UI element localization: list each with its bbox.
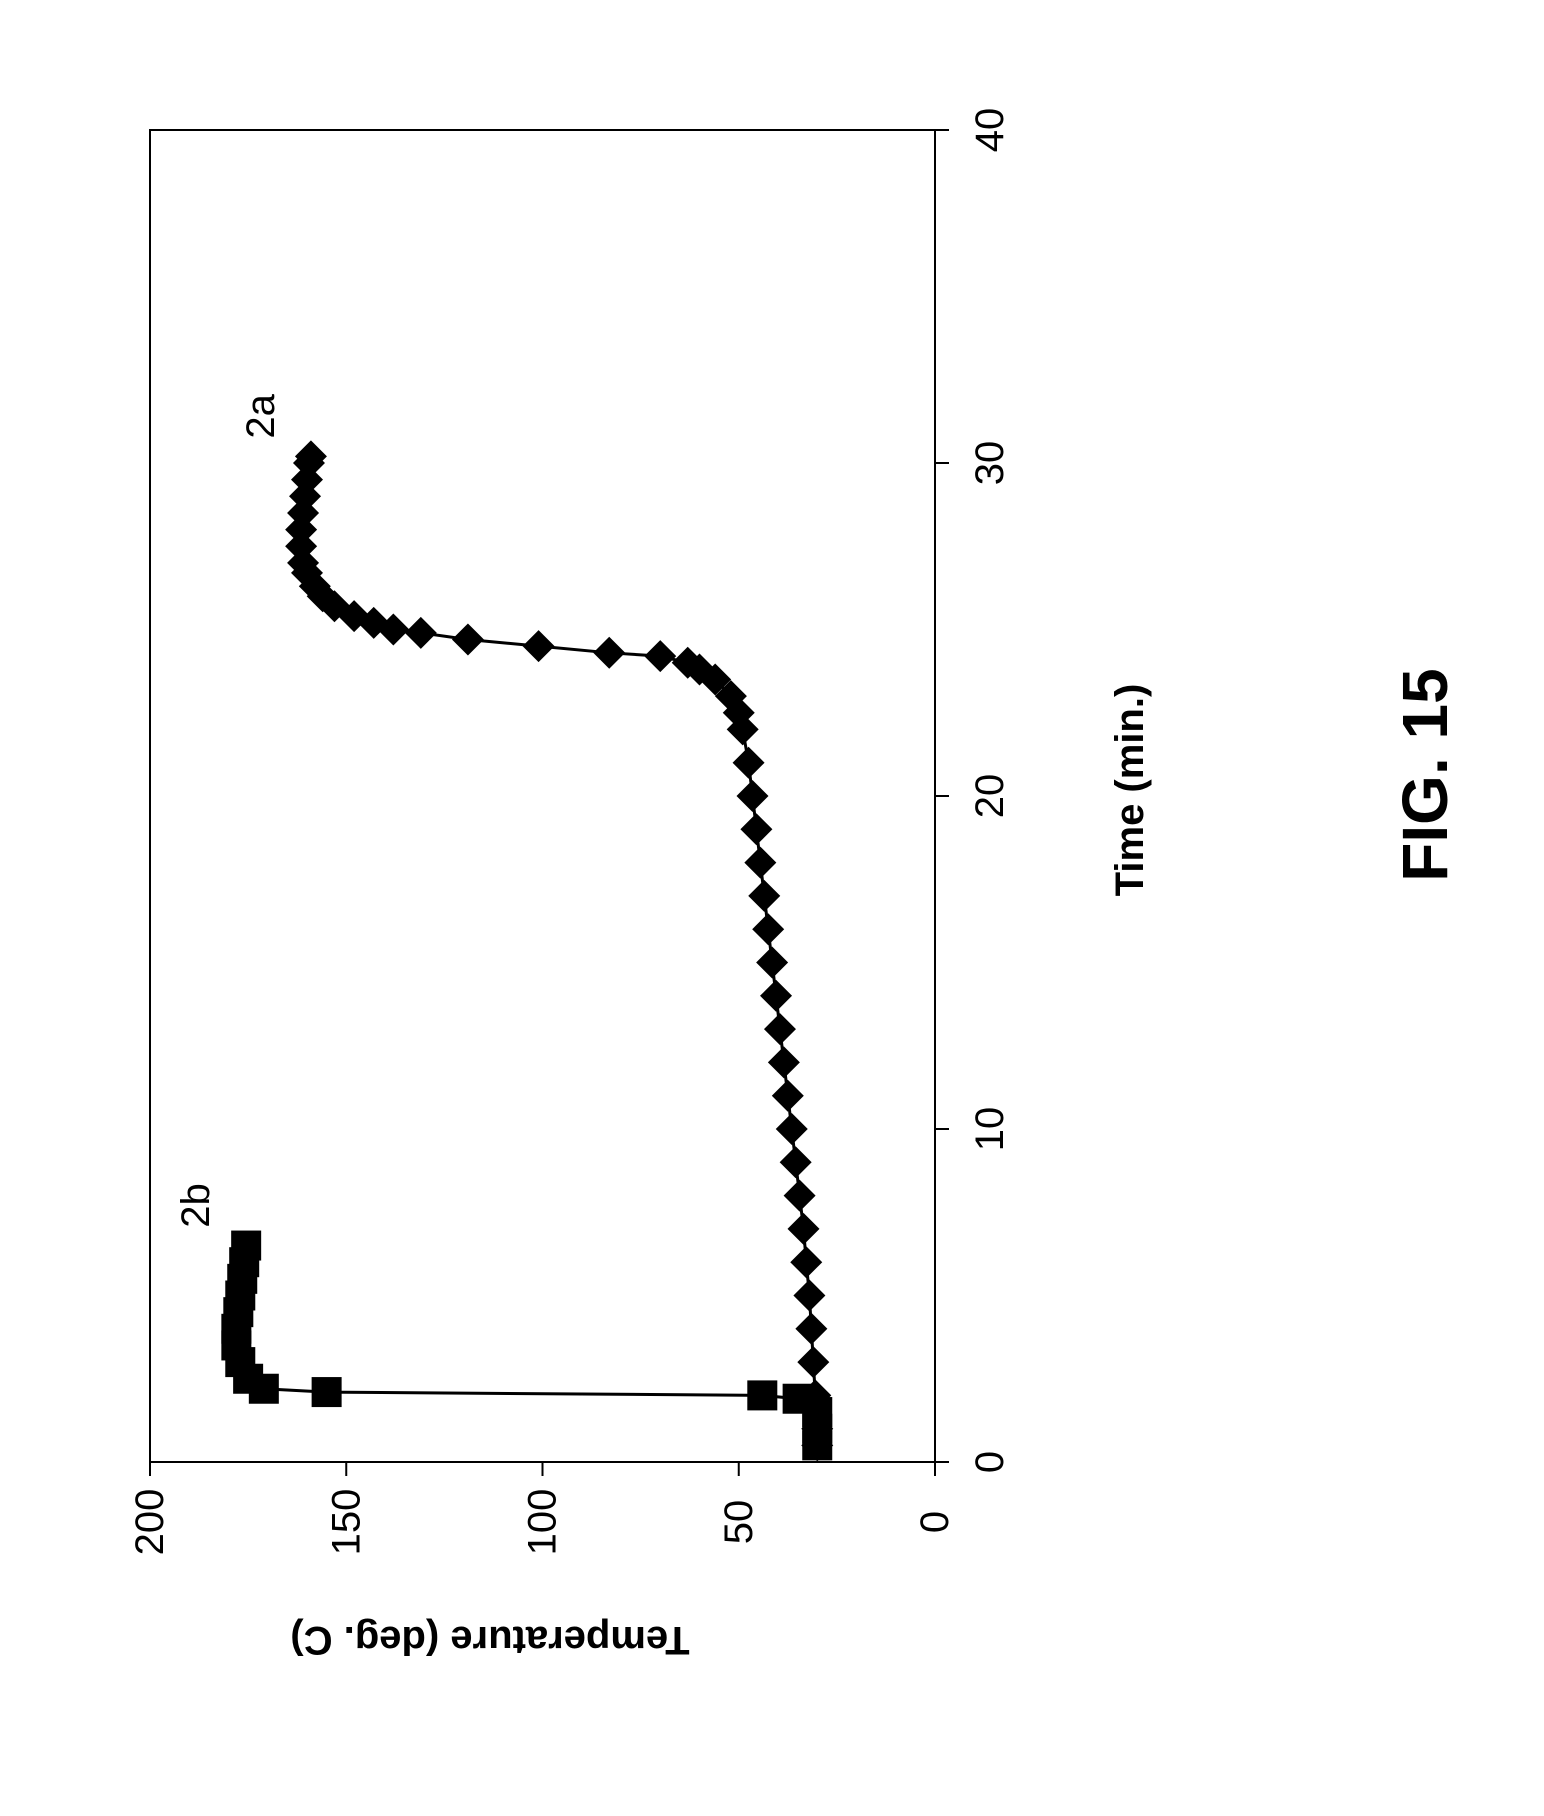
data-point-2a (772, 1080, 804, 1112)
data-point-2a (405, 617, 437, 649)
data-point-2b (783, 1384, 813, 1414)
time-tick-label: 10 (968, 1107, 1012, 1152)
data-point-2a (797, 1346, 829, 1378)
data-point-2b (231, 1231, 261, 1261)
data-point-2b (747, 1380, 777, 1410)
data-point-2a (788, 1213, 820, 1245)
data-point-2a (764, 1013, 796, 1045)
time-tick-label: 40 (968, 108, 1012, 153)
data-point-2a (780, 1146, 812, 1178)
temperature-tick-label: 100 (521, 1489, 565, 1556)
series-line-2b (236, 1246, 817, 1446)
data-point-2a (593, 637, 625, 669)
data-point-2a (752, 913, 784, 945)
data-point-2a (733, 747, 765, 779)
data-point-2a (793, 1280, 825, 1312)
series-line-2a (301, 456, 817, 1445)
temperature-tick-label: 50 (717, 1500, 761, 1545)
data-point-2a (756, 947, 788, 979)
data-point-2a (740, 813, 772, 845)
data-point-2a (776, 1113, 808, 1145)
data-point-2a (795, 1313, 827, 1345)
series-label-2a: 2a (239, 393, 283, 438)
data-point-2a (736, 780, 768, 812)
temperature-axis-title: Temperature (deg. C) (290, 1618, 689, 1662)
time-tick-label: 0 (968, 1451, 1012, 1473)
figure-label: FIG. 15 (1389, 668, 1461, 881)
data-point-2a (768, 1046, 800, 1078)
data-point-2a (748, 880, 780, 912)
data-point-2a (452, 623, 484, 655)
time-tick-label: 30 (968, 441, 1012, 486)
temperature-tick-label: 200 (128, 1489, 172, 1556)
data-point-2a (760, 980, 792, 1012)
series-label-2b: 2b (174, 1183, 218, 1228)
data-point-2a (744, 847, 776, 879)
plot-layer: 0 10 20 30 40 0 50 100 150 200 Time (min.) Temperat… (128, 108, 1152, 1662)
temperature-tick-label: 150 (324, 1489, 368, 1556)
temperature-tick-label: 0 (913, 1511, 957, 1533)
time-tick-label: 20 (968, 774, 1012, 819)
data-point-2a (523, 630, 555, 662)
time-axis-title: Time (min.) (1108, 684, 1152, 897)
data-point-2a (644, 640, 676, 672)
data-point-2b (312, 1377, 342, 1407)
data-point-2a (784, 1180, 816, 1212)
data-point-2a (790, 1246, 822, 1278)
